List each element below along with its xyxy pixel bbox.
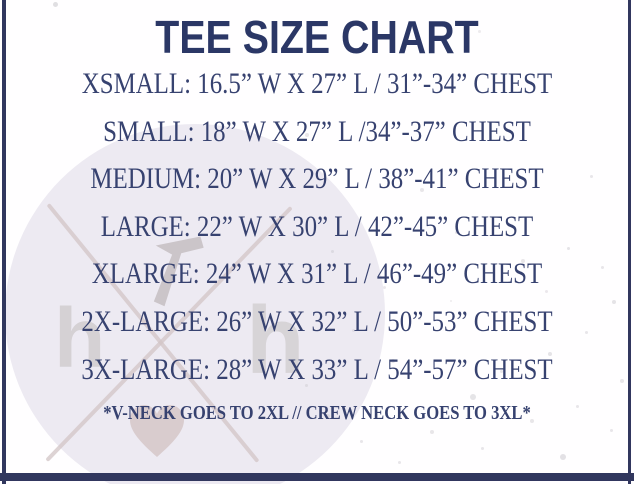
speckle-dot (326, 414, 330, 418)
speckle-dot (576, 405, 579, 408)
speckle-dot (545, 290, 548, 293)
size-list: XSMALL: 16.5” W X 27” L / 31”-34” CHEST … (0, 60, 634, 428)
speckle-dot (612, 300, 616, 304)
speckle-dot (521, 259, 525, 263)
speckle-dot (305, 384, 308, 387)
speckle-dot (601, 266, 604, 269)
speckle-dot (610, 429, 613, 432)
speckle-dot (478, 30, 481, 33)
frame-border-left (2, 0, 6, 484)
size-row-3xlarge: 3X-LARGE: 28” W X 33” L / 54”-57” CHEST (81, 352, 553, 386)
speckle-dot (391, 359, 395, 363)
size-row-xsmall: XSMALL: 16.5” W X 27” L / 31”-34” CHEST (81, 67, 553, 100)
size-row-medium: MEDIUM: 20” W X 29” L / 38”-41” CHEST (90, 162, 544, 196)
speckle-dot (530, 419, 534, 423)
size-row-2xlarge: 2X-LARGE: 26” W X 32” L / 50”-53” CHEST (81, 304, 553, 338)
speckle-dot (383, 286, 386, 289)
speckle-dot (53, 2, 58, 7)
speckle-dot (470, 394, 476, 400)
speckle-dot (500, 370, 503, 373)
neck-style-footnote: *V-NECK GOES TO 2XL // CREW NECK GOES TO… (103, 402, 531, 425)
speckle-dot (360, 440, 363, 443)
speckle-dot (548, 352, 552, 356)
h-monogram-icon: h (246, 287, 305, 394)
speckle-dot (567, 247, 570, 250)
speckle-dot (520, 310, 522, 312)
page-title: TEE SIZE CHART (155, 11, 479, 63)
speckle-dot (560, 454, 566, 460)
size-row-large: LARGE: 22” W X 30” L / 42”-45” CHEST (100, 209, 534, 243)
lightning-bolt-icon (153, 236, 204, 307)
h-monogram-icon: h (54, 291, 106, 385)
speckle-dot (495, 330, 497, 332)
speckle-dot (418, 317, 421, 320)
speckle-dot (398, 461, 401, 464)
size-row-xlarge: XLARGE: 24” W X 31” L / 46”-49” CHEST (91, 257, 543, 291)
speckle-dot (590, 175, 593, 178)
speckle-dot (585, 331, 588, 334)
speckle-dot (331, 250, 334, 253)
speckle-dot (455, 231, 458, 234)
size-row-small: SMALL: 18” W X 27” L /34”-37” CHEST (103, 114, 531, 148)
frame-border-right (628, 0, 631, 484)
heart-icon (130, 405, 184, 457)
speckle-dot (430, 430, 434, 434)
speckle-dot (352, 329, 355, 332)
speckle-dot (481, 447, 484, 450)
frame-border-bottom (0, 473, 634, 481)
speckle-dot (305, 133, 309, 137)
speckle-dot (450, 300, 452, 302)
speckle-dot (420, 188, 424, 192)
speckle-dot (620, 379, 624, 383)
